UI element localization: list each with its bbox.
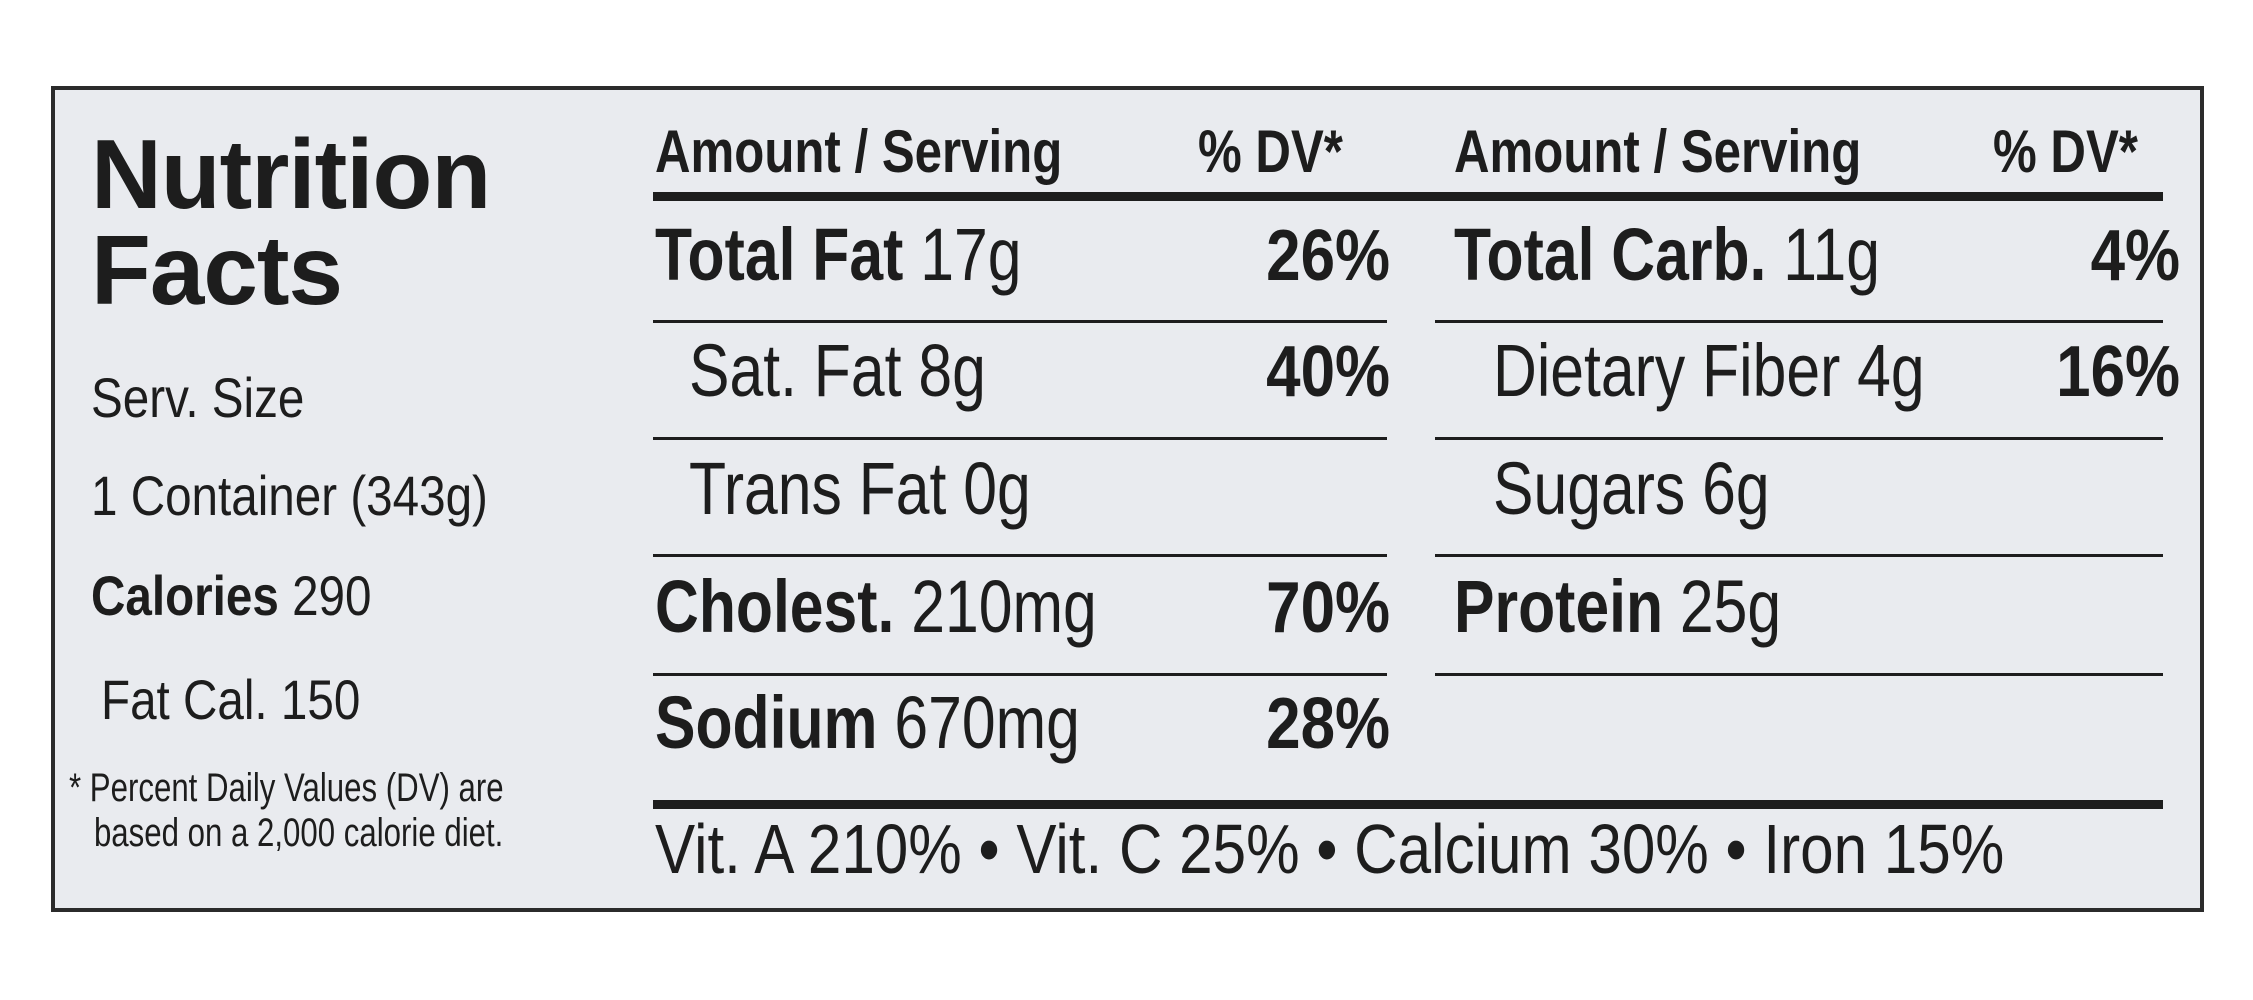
dv-cholesterol: 70% (1266, 568, 1390, 648)
nutrient-amount: 8g (918, 329, 986, 412)
dv-dietary-fiber: 16% (2056, 332, 2180, 412)
row-divider-left (653, 673, 1387, 676)
row-divider-right (1435, 554, 2163, 557)
nutrient-label: Trans Fat (689, 447, 947, 530)
nutrient-amount: 25g (1679, 565, 1782, 648)
header-dv-right: % DV* (1993, 118, 2138, 185)
nutrient-amount: 0g (963, 447, 1031, 530)
nutrient-amount: 17g (920, 213, 1022, 296)
nutrient-amount: 670mg (894, 681, 1080, 764)
nutrient-row-total-carb: Total Carb. 11g (1454, 218, 1880, 292)
nutrient-row-protein: Protein 25g (1454, 570, 1781, 644)
serving-size-label: Serv. Size (91, 366, 305, 429)
row-divider-right (1435, 320, 2163, 323)
nutrient-label: Total Fat (655, 213, 904, 296)
calories-label: Calories (91, 564, 279, 627)
nutrient-row-dietary-fiber: Dietary Fiber 4g (1493, 334, 1925, 408)
nutrient-label: Sodium (655, 681, 878, 764)
calories-value: 290 (292, 564, 372, 627)
footnote-line-2: based on a 2,000 calorie diet. (93, 810, 504, 855)
serving-size-value: 1 Container (343g) (91, 464, 488, 527)
nutrient-row-sat-fat: Sat. Fat 8g (689, 334, 986, 408)
nutrient-amount: 4g (1857, 329, 1925, 412)
nutrient-amount: 11g (1783, 213, 1881, 296)
title-line-2: Facts (91, 215, 343, 326)
nutrition-facts-label: Nutrition Facts Serv. Size 1 Container (… (51, 86, 2204, 912)
nutrient-label: Protein (1454, 565, 1664, 648)
nutrient-label: Dietary Fiber (1493, 329, 1841, 412)
nutrient-row-cholesterol: Cholest. 210mg (655, 570, 1097, 644)
nutrient-row-trans-fat: Trans Fat 0g (689, 452, 1031, 526)
nutrient-label: Sugars (1493, 447, 1686, 530)
nutrient-label: Total Carb. (1454, 213, 1767, 296)
row-divider-right (1435, 437, 2163, 440)
nutrient-label: Sat. Fat (689, 329, 902, 412)
title-line-1: Nutrition (91, 119, 491, 229)
row-divider-left (653, 437, 1387, 440)
header-rule (653, 192, 2163, 201)
dv-total-fat: 26% (1266, 216, 1390, 296)
header-amount-right: Amount / Serving (1454, 118, 1862, 185)
footnote-line-1: * Percent Daily Values (DV) are (69, 766, 504, 810)
nutrient-row-sodium: Sodium 670mg (655, 686, 1080, 760)
nutrient-row-sugars: Sugars 6g (1493, 452, 1770, 526)
label-title: Nutrition Facts (91, 119, 491, 326)
row-divider-left (653, 320, 1387, 323)
header-amount-left: Amount / Serving (655, 118, 1063, 185)
dv-total-carb: 4% (2090, 216, 2180, 296)
dv-sat-fat: 40% (1266, 332, 1390, 412)
fat-calories: Fat Cal. 150 (101, 668, 361, 731)
vitamins-minerals-line: Vit. A 210% • Vit. C 25% • Calcium 30% •… (655, 810, 2005, 888)
row-divider-left (653, 554, 1387, 557)
row-divider-right (1435, 673, 2163, 676)
header-dv-left: % DV* (1198, 118, 1343, 185)
nutrient-amount: 210mg (911, 565, 1097, 648)
nutrient-amount: 6g (1702, 447, 1770, 530)
nutrient-row-total-fat: Total Fat 17g (655, 218, 1021, 292)
dv-sodium: 28% (1266, 684, 1390, 764)
nutrient-label: Cholest. (655, 565, 895, 648)
vitamin-rule (653, 800, 2163, 809)
calories: Calories 290 (91, 568, 372, 624)
footnote: * Percent Daily Values (DV) are based on… (69, 766, 504, 856)
